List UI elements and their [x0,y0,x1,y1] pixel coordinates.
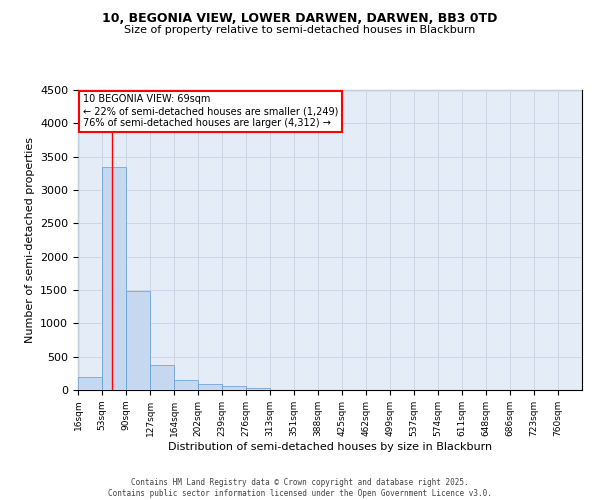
Text: Size of property relative to semi-detached houses in Blackburn: Size of property relative to semi-detach… [124,25,476,35]
Bar [150,366,174,390]
Bar [78,376,102,390]
Bar [222,386,246,390]
Bar [246,388,270,390]
Bar [198,384,222,390]
Bar [174,380,198,390]
X-axis label: Distribution of semi-detached houses by size in Blackburn: Distribution of semi-detached houses by … [168,442,492,452]
Y-axis label: Number of semi-detached properties: Number of semi-detached properties [25,137,35,343]
Text: 10, BEGONIA VIEW, LOWER DARWEN, DARWEN, BB3 0TD: 10, BEGONIA VIEW, LOWER DARWEN, DARWEN, … [103,12,497,26]
Bar [126,290,150,390]
Text: 10 BEGONIA VIEW: 69sqm
← 22% of semi-detached houses are smaller (1,249)
76% of : 10 BEGONIA VIEW: 69sqm ← 22% of semi-det… [83,94,338,128]
Bar [102,166,126,390]
Text: Contains HM Land Registry data © Crown copyright and database right 2025.
Contai: Contains HM Land Registry data © Crown c… [108,478,492,498]
